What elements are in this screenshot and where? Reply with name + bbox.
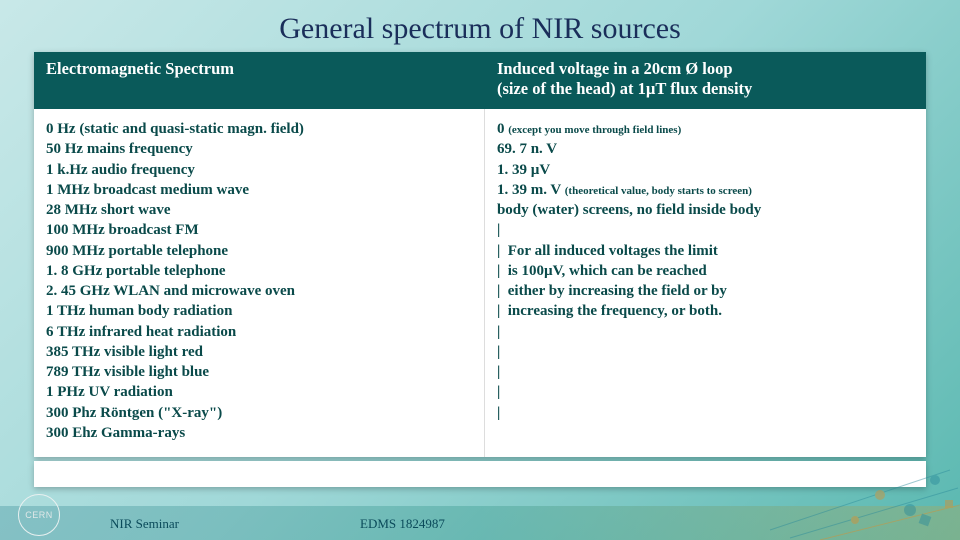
footer-left-text: NIR Seminar [110,516,179,532]
spectrum-row: 385 THz visible light red [46,342,472,362]
slide: General spectrum of NIR sources Electrom… [0,0,960,540]
slide-title: General spectrum of NIR sources [0,0,960,52]
pipe-row: | [497,322,914,342]
pipe-row: | [497,403,914,423]
spectrum-row: 1 MHz broadcast medium wave [46,180,472,200]
pipe-row: | [497,382,914,402]
pipe-row: | For all induced voltages the limit [497,241,914,261]
note-line: either by increasing the field or by [508,283,727,299]
header-left: Electromagnetic Spectrum [34,52,484,109]
footer: CERN NIR Seminar EDMS 1824987 [0,506,960,540]
content-table-wrap: Electromagnetic Spectrum Induced voltage… [34,52,926,457]
pipe-row: | [497,362,914,382]
spectrum-row: 1 k.Hz audio frequency [46,160,472,180]
pipe-row: | increasing the frequency, or both. [497,301,914,321]
voltage-row: 0 (except you move through field lines) [497,119,914,139]
voltage-row: 69. 7 n. V [497,139,914,159]
spectrum-row: 100 MHz broadcast FM [46,220,472,240]
spectrum-row: 28 MHz short wave [46,200,472,220]
spectrum-row: 1 PHz UV radiation [46,382,472,402]
spectrum-row: 1 THz human body radiation [46,301,472,321]
voltage-row: body (water) screens, no field inside bo… [497,200,914,220]
header-right-line1: Induced voltage in a 20cm Ø loop [497,59,733,78]
right-cell: 0 (except you move through field lines)6… [484,109,926,457]
note-line: For all induced voltages the limit [508,243,718,259]
spectrum-row: 1. 8 GHz portable telephone [46,261,472,281]
pipe-row: | [497,342,914,362]
header-right: Induced voltage in a 20cm Ø loop (size o… [484,52,926,109]
bottom-white-bar [34,461,926,487]
voltage-row: 1. 39 m. V (theoretical value, body star… [497,180,914,200]
spectrum-row: 900 MHz portable telephone [46,241,472,261]
spectrum-row: 300 Ehz Gamma-rays [46,423,472,443]
spectrum-row: 6 THz infrared heat radiation [46,322,472,342]
content-table: Electromagnetic Spectrum Induced voltage… [34,52,926,457]
spectrum-row: 300 Phz Röntgen ("X-ray") [46,403,472,423]
voltage-row: 1. 39 µV [497,160,914,180]
footer-center-text: EDMS 1824987 [360,516,445,532]
spectrum-row: 789 THz visible light blue [46,362,472,382]
pipe-row: | is 100µV, which can be reached [497,261,914,281]
voltage-note: (theoretical value, body starts to scree… [565,185,752,197]
note-line: increasing the frequency, or both. [508,303,722,319]
spectrum-row: 0 Hz (static and quasi-static magn. fiel… [46,119,472,139]
spectrum-row: 2. 45 GHz WLAN and microwave oven [46,281,472,301]
pipe-row: | [497,220,914,240]
cern-badge: CERN [18,494,60,536]
left-cell: 0 Hz (static and quasi-static magn. fiel… [34,109,484,457]
voltage-note: (except you move through field lines) [508,124,681,136]
spectrum-row: 50 Hz mains frequency [46,139,472,159]
pipe-row: | either by increasing the field or by [497,281,914,301]
header-right-line2: (size of the head) at 1µT flux density [497,79,752,98]
note-line: is 100µV, which can be reached [508,263,707,279]
cern-badge-text: CERN [25,510,53,520]
